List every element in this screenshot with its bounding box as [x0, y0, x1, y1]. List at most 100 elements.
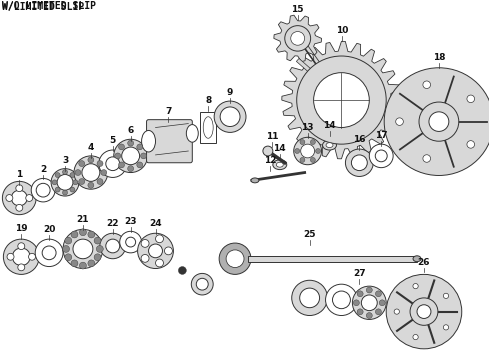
Circle shape — [12, 248, 30, 266]
Circle shape — [122, 147, 140, 165]
Circle shape — [79, 229, 86, 236]
Circle shape — [325, 284, 357, 315]
Text: 7: 7 — [165, 107, 172, 116]
Circle shape — [357, 291, 363, 297]
Text: 22: 22 — [106, 219, 119, 228]
Circle shape — [300, 288, 319, 308]
Circle shape — [310, 157, 316, 162]
Circle shape — [73, 239, 93, 259]
Circle shape — [71, 231, 78, 238]
Circle shape — [70, 187, 75, 192]
Circle shape — [16, 185, 23, 192]
Text: 2: 2 — [40, 165, 46, 174]
Text: 18: 18 — [433, 53, 445, 62]
Circle shape — [31, 179, 55, 202]
Text: 27: 27 — [353, 269, 366, 278]
Circle shape — [297, 56, 386, 144]
Text: 15: 15 — [292, 5, 304, 14]
Circle shape — [361, 295, 377, 311]
Circle shape — [55, 173, 60, 177]
Circle shape — [301, 144, 315, 158]
Polygon shape — [200, 112, 216, 143]
Circle shape — [63, 246, 70, 252]
Circle shape — [137, 162, 143, 168]
Circle shape — [70, 173, 75, 177]
Circle shape — [310, 140, 316, 145]
Circle shape — [357, 309, 363, 315]
Polygon shape — [274, 15, 321, 62]
Circle shape — [97, 179, 103, 184]
Text: 3: 3 — [62, 156, 68, 165]
Circle shape — [263, 146, 273, 156]
Circle shape — [79, 179, 85, 184]
Circle shape — [178, 266, 186, 274]
Text: W/LIMITED SLIP: W/LIMITED SLIP — [2, 2, 84, 12]
Circle shape — [3, 239, 39, 274]
Ellipse shape — [276, 162, 283, 167]
Text: 24: 24 — [149, 219, 162, 228]
Text: 14: 14 — [323, 121, 336, 130]
Circle shape — [292, 280, 327, 315]
Circle shape — [413, 334, 418, 340]
Circle shape — [367, 287, 372, 293]
Text: 25: 25 — [303, 230, 316, 239]
Ellipse shape — [186, 125, 198, 142]
Circle shape — [367, 312, 372, 319]
Circle shape — [52, 180, 57, 185]
Circle shape — [28, 253, 35, 260]
Text: 13: 13 — [301, 123, 314, 132]
Circle shape — [55, 187, 60, 192]
Text: 9: 9 — [227, 88, 233, 97]
Text: 16: 16 — [353, 135, 366, 144]
Text: 12: 12 — [264, 156, 276, 165]
Circle shape — [396, 118, 403, 125]
Circle shape — [26, 195, 33, 202]
Circle shape — [375, 291, 381, 297]
Text: 17: 17 — [375, 131, 388, 140]
Circle shape — [71, 260, 78, 267]
Circle shape — [379, 300, 385, 306]
Circle shape — [106, 239, 120, 253]
Circle shape — [443, 325, 449, 330]
Circle shape — [79, 161, 85, 166]
Text: 23: 23 — [124, 217, 137, 226]
Circle shape — [88, 260, 95, 267]
Circle shape — [100, 233, 125, 259]
Circle shape — [375, 150, 387, 162]
Circle shape — [73, 180, 78, 185]
Circle shape — [196, 278, 208, 290]
Circle shape — [294, 137, 321, 165]
Circle shape — [125, 237, 136, 247]
Circle shape — [384, 68, 490, 175]
FancyBboxPatch shape — [147, 120, 192, 163]
Circle shape — [36, 183, 50, 197]
Circle shape — [333, 291, 350, 309]
Circle shape — [99, 150, 127, 177]
Circle shape — [300, 157, 305, 162]
Circle shape — [82, 164, 100, 181]
Circle shape — [115, 153, 121, 159]
Ellipse shape — [322, 140, 337, 150]
Circle shape — [141, 239, 149, 247]
Text: 20: 20 — [43, 225, 55, 234]
Circle shape — [119, 162, 124, 168]
Circle shape — [345, 149, 373, 176]
Text: W/O LIMITED SLIP: W/O LIMITED SLIP — [2, 1, 96, 12]
Circle shape — [11, 190, 27, 206]
Circle shape — [18, 243, 25, 249]
Text: 1: 1 — [16, 170, 23, 179]
Circle shape — [423, 155, 431, 162]
Circle shape — [74, 156, 108, 189]
Text: 14: 14 — [273, 144, 286, 153]
Circle shape — [51, 168, 79, 196]
Circle shape — [120, 231, 142, 253]
Circle shape — [141, 255, 149, 262]
Circle shape — [417, 305, 431, 319]
Polygon shape — [282, 41, 401, 159]
Circle shape — [148, 244, 163, 258]
Text: 21: 21 — [76, 215, 89, 224]
Circle shape — [97, 161, 103, 166]
Circle shape — [410, 298, 438, 325]
Circle shape — [88, 231, 95, 238]
Circle shape — [6, 195, 13, 202]
